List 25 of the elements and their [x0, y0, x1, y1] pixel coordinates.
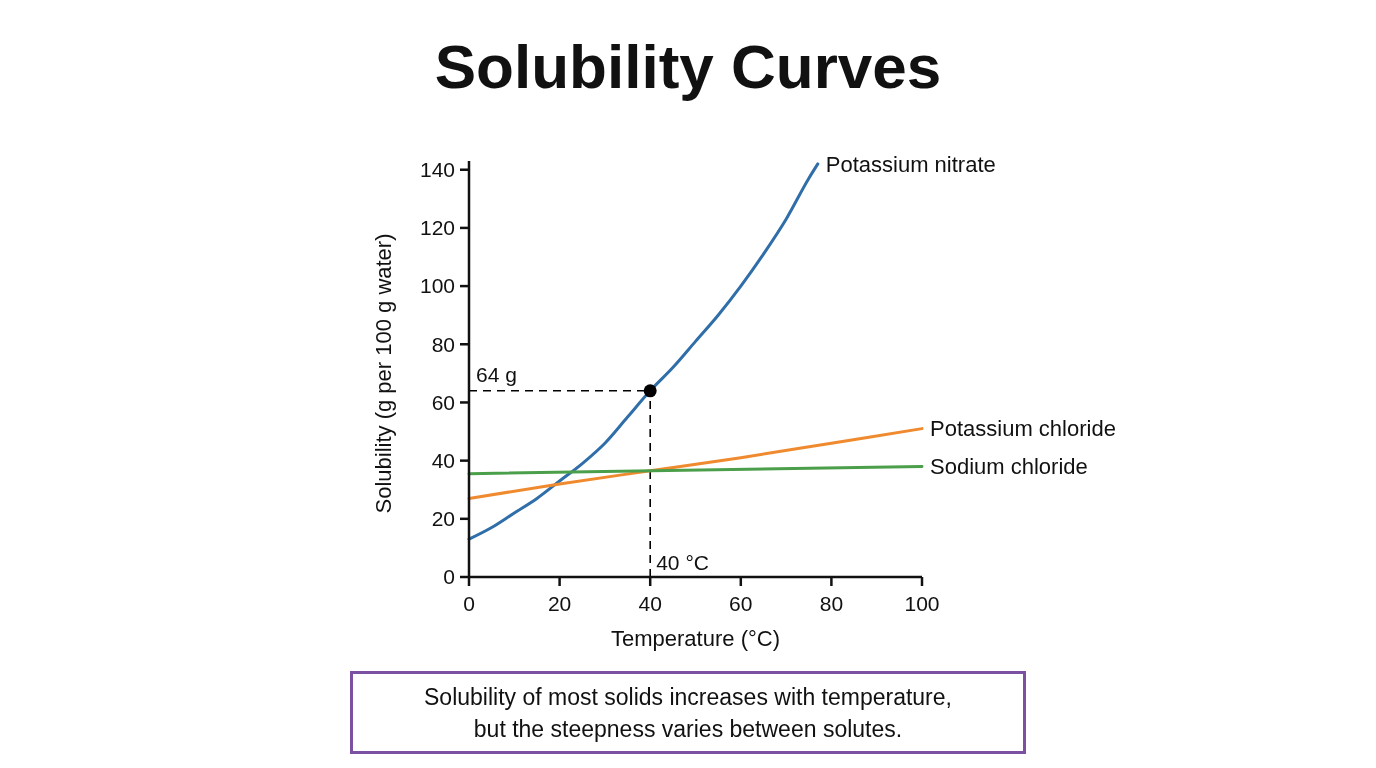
series-label: Potassium chloride: [930, 416, 1116, 442]
line-series: [467, 162, 820, 541]
x-axis-title: Temperature (°C): [611, 626, 780, 651]
text: Solubility of most solids increases with temperature, but the steepness varies between solutes.: [350, 671, 1026, 754]
y-tick-label: 0: [443, 565, 455, 589]
y-tick-label: 80: [431, 332, 455, 356]
y-tick-label: 120: [419, 216, 455, 240]
x-tick-label: 40: [638, 592, 662, 615]
y-axis-title: Solubility (g per 100 g water): [371, 233, 396, 514]
y-tick-label: 40: [431, 448, 455, 472]
y-tick-label: 20: [431, 507, 455, 531]
series-label: Sodium chloride: [930, 454, 1088, 480]
chart-title: Solubility Curves: [434, 32, 942, 101]
x-tick-label: 100: [904, 592, 940, 615]
x-tick-label: 20: [547, 592, 572, 615]
x-tick-label: 80: [819, 592, 844, 615]
y-tick-label: 100: [419, 274, 455, 298]
ref-line-label: 40 °C: [656, 551, 709, 574]
x-tick-label: 0: [463, 592, 475, 615]
series-label: Potassium nitrate: [825, 151, 996, 177]
x-tick-label: 60: [729, 592, 753, 615]
y-tick-label: 140: [419, 158, 455, 182]
y-tick-label: 60: [431, 390, 455, 414]
line-series: [467, 427, 924, 500]
ref-line-label: 64 g: [476, 362, 517, 386]
